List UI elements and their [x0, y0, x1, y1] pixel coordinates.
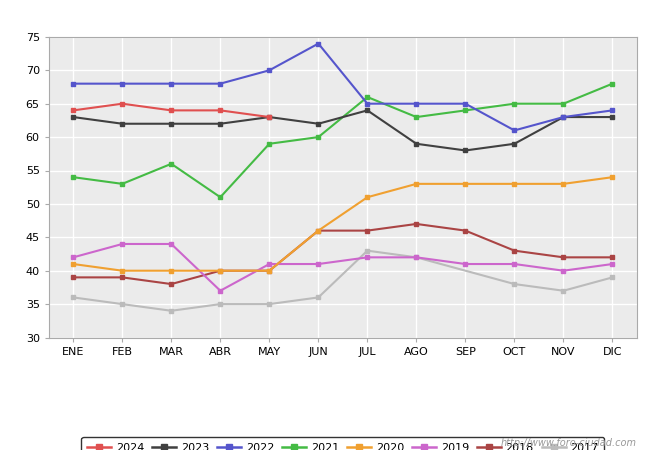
- Text: Afiliados en Husillos a 31/5/2024: Afiliados en Husillos a 31/5/2024: [189, 7, 461, 25]
- Legend: 2024, 2023, 2022, 2021, 2020, 2019, 2018, 2017: 2024, 2023, 2022, 2021, 2020, 2019, 2018…: [81, 437, 604, 450]
- Text: http://www.foro-ciudad.com: http://www.foro-ciudad.com: [501, 438, 637, 448]
